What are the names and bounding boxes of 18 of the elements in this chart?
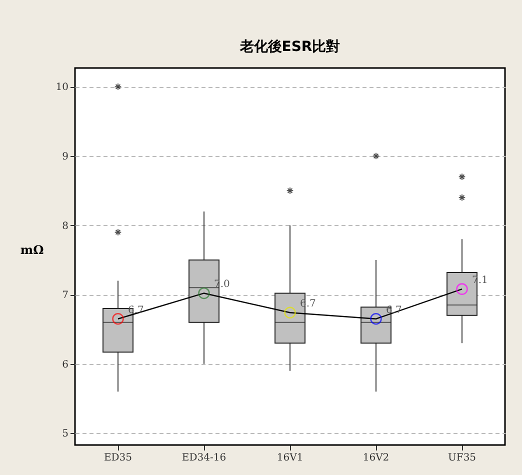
chart-title: 老化後ESR比對 — [238, 39, 340, 55]
point — [284, 306, 296, 319]
x-tick-label: 16V2 — [362, 452, 390, 464]
y-axis-title: mΩ — [20, 243, 44, 257]
y-tick-label: 6 — [62, 359, 68, 370]
y-tick-label: 9 — [62, 152, 68, 163]
y-tick-label: 5 — [62, 428, 68, 440]
data-label: 6.7 — [386, 304, 402, 316]
point — [198, 287, 210, 300]
x-tick-label: UF35 — [448, 452, 476, 464]
x-tick-label: 16V1 — [276, 452, 304, 464]
point — [370, 312, 382, 325]
x-tick-label: ED35 — [104, 452, 132, 464]
y-tick-label: 8 — [62, 220, 68, 232]
point — [112, 312, 124, 325]
y-tick-label: 7 — [62, 290, 68, 302]
y-tick-label: 10 — [56, 82, 68, 94]
x-tick-label: ED34-16 — [182, 452, 226, 464]
